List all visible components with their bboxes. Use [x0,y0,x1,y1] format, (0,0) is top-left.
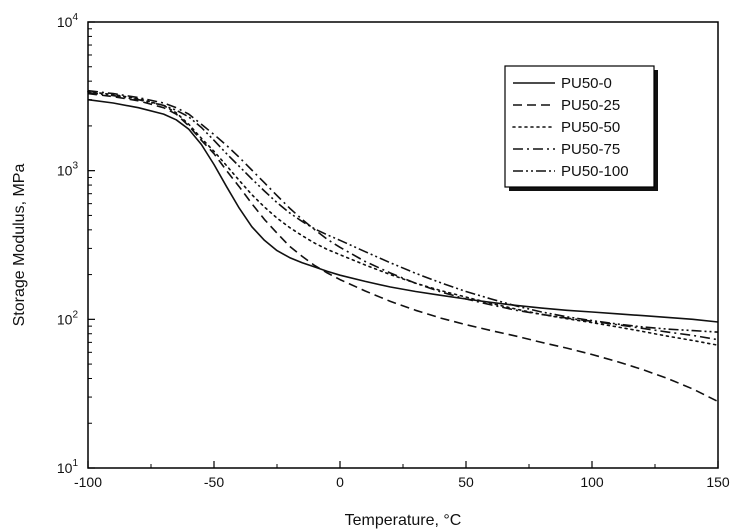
y-axis-label: Storage Modulus, MPa [11,164,28,327]
series-line-0 [87,98,719,323]
x-tick-label: -100 [74,474,102,490]
y-tick-label: 103 [57,161,79,179]
series-line-3 [87,89,719,341]
x-tick-label: 0 [336,474,344,490]
axis-ticks: -100 -50 0 50 100 150 101 102 103 104 [57,12,730,490]
legend-label-4: PU50-100 [561,163,629,180]
x-axis-label: Temperature, °C [345,512,462,529]
legend-label-0: PU50-0 [561,75,612,92]
x-tick-label: 50 [458,474,474,490]
series-line-1 [87,92,719,403]
legend: PU50-0 PU50-25 PU50-50 PU50-75 PU50-100 [504,65,658,191]
legend-label-3: PU50-75 [561,141,620,158]
legend-box [504,65,655,188]
plot-lines [87,89,719,403]
legend-label-2: PU50-50 [561,119,620,136]
series-line-4 [87,91,719,333]
y-tick-label: 101 [57,458,79,476]
x-tick-label: 150 [706,474,730,490]
legend-label-1: PU50-25 [561,97,620,114]
x-tick-label: 100 [580,474,604,490]
y-tick-label: 102 [57,309,79,327]
x-tick-label: -50 [204,474,224,490]
series-line-2 [87,90,719,346]
y-tick-label: 104 [57,12,79,30]
